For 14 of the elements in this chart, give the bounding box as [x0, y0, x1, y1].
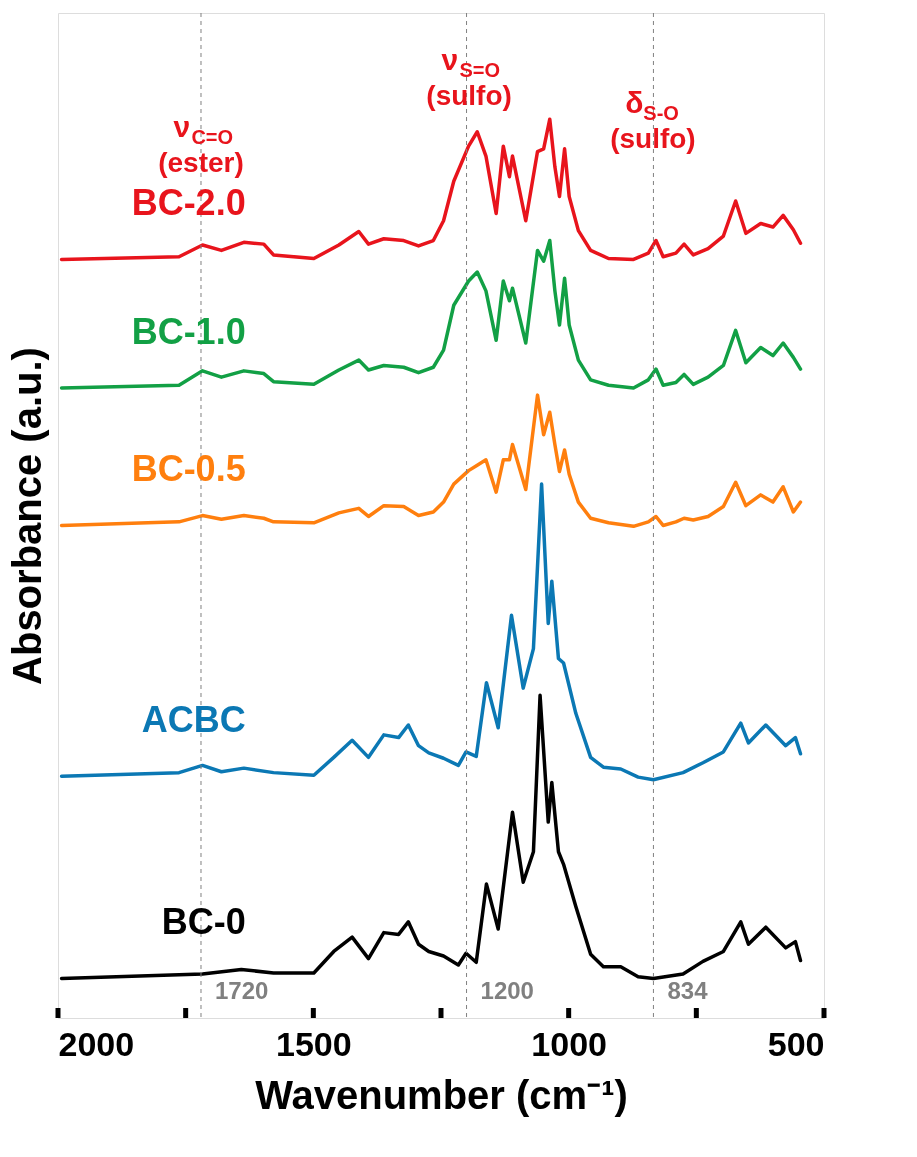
x-tick-label: 2000 [58, 1024, 135, 1063]
x-axis-title: Wavenumber (cm⁻¹) [255, 1072, 628, 1117]
x-tick-label: 500 [767, 1024, 825, 1063]
y-axis-title: Absorbance (a.u.) [4, 347, 49, 685]
ref-line-label: 1720 [214, 977, 269, 1004]
series-label: BC-2.0 [131, 182, 246, 224]
series-label: BC-0 [161, 901, 246, 943]
ref-line-label: 834 [667, 977, 709, 1004]
series-label: BC-0.5 [131, 448, 246, 490]
ref-line-label: 1200 [480, 977, 534, 1004]
x-tick-label: 1000 [531, 1024, 607, 1063]
x-tick-label: 1500 [276, 1024, 352, 1063]
series-label: ACBC [141, 699, 246, 741]
series-label: BC-1.0 [131, 310, 246, 352]
